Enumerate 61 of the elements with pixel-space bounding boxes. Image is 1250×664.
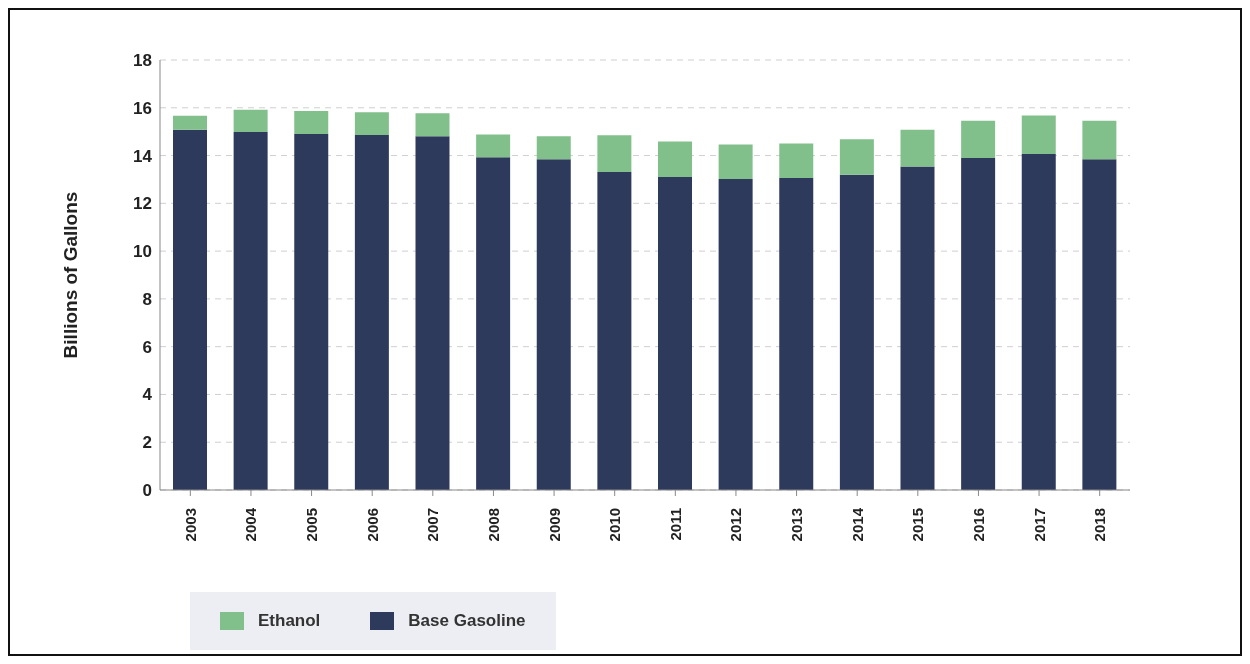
y-tick-label: 10: [133, 242, 152, 262]
bar: [1021, 115, 1056, 155]
x-tick-label: 2006: [363, 508, 381, 542]
bar: [233, 131, 268, 490]
bar: [597, 135, 632, 173]
bar: [173, 129, 207, 490]
x-tick-label: 2008: [484, 508, 502, 542]
bar: [658, 141, 692, 178]
bar: [658, 177, 692, 490]
y-tick-label: 4: [142, 385, 153, 405]
bar: [839, 139, 874, 175]
bar: [961, 157, 996, 490]
bar: [415, 113, 450, 137]
legend-label: Base Gasoline: [408, 611, 526, 631]
bar: [1082, 120, 1117, 160]
y-tick-label: 0: [142, 481, 152, 501]
bar: [1021, 154, 1056, 490]
bar: [900, 129, 935, 167]
x-tick-label: 2007: [424, 508, 442, 542]
bar: [476, 157, 511, 490]
y-tick-label: 18: [133, 51, 152, 71]
x-tick-label: 2009: [545, 508, 563, 542]
bar: [779, 143, 814, 179]
bar: [476, 134, 511, 158]
y-tick-label: 16: [133, 98, 152, 118]
x-tick-label: 2017: [1030, 508, 1048, 542]
legend-label: Ethanol: [258, 611, 321, 631]
bar: [1082, 159, 1117, 490]
bar: [173, 115, 207, 130]
bar: [718, 178, 753, 490]
bar: [233, 109, 268, 132]
bar: [597, 172, 632, 490]
bar: [779, 178, 814, 490]
bar: [294, 134, 329, 490]
bar: [839, 174, 874, 490]
y-tick-label: 2: [142, 433, 152, 453]
bar: [354, 135, 389, 490]
x-tick-label: 2016: [969, 508, 987, 542]
x-tick-label: 2012: [727, 508, 745, 542]
y-tick-label: 14: [133, 146, 153, 166]
x-tick-label: 2014: [848, 507, 866, 542]
bar: [415, 136, 450, 490]
bar: [294, 111, 329, 135]
bar: [718, 144, 753, 179]
y-tick-label: 8: [142, 289, 152, 309]
x-tick-label: 2013: [788, 508, 806, 542]
y-axis-title: Billions of Gallons: [59, 191, 81, 359]
x-tick-label: 2018: [1091, 508, 1109, 542]
bar: [961, 120, 996, 158]
bar: [354, 112, 389, 136]
y-tick-label: 12: [133, 194, 152, 214]
x-tick-label: 2011: [666, 508, 684, 541]
x-tick-label: 2005: [303, 508, 321, 542]
x-tick-label: 2003: [181, 508, 199, 542]
bar: [536, 136, 571, 160]
bar: [900, 166, 935, 490]
x-tick-label: 2010: [606, 508, 624, 542]
x-tick-label: 2004: [242, 507, 260, 542]
bar: [536, 159, 571, 490]
x-tick-label: 2015: [909, 508, 927, 542]
y-tick-label: 6: [142, 337, 152, 357]
